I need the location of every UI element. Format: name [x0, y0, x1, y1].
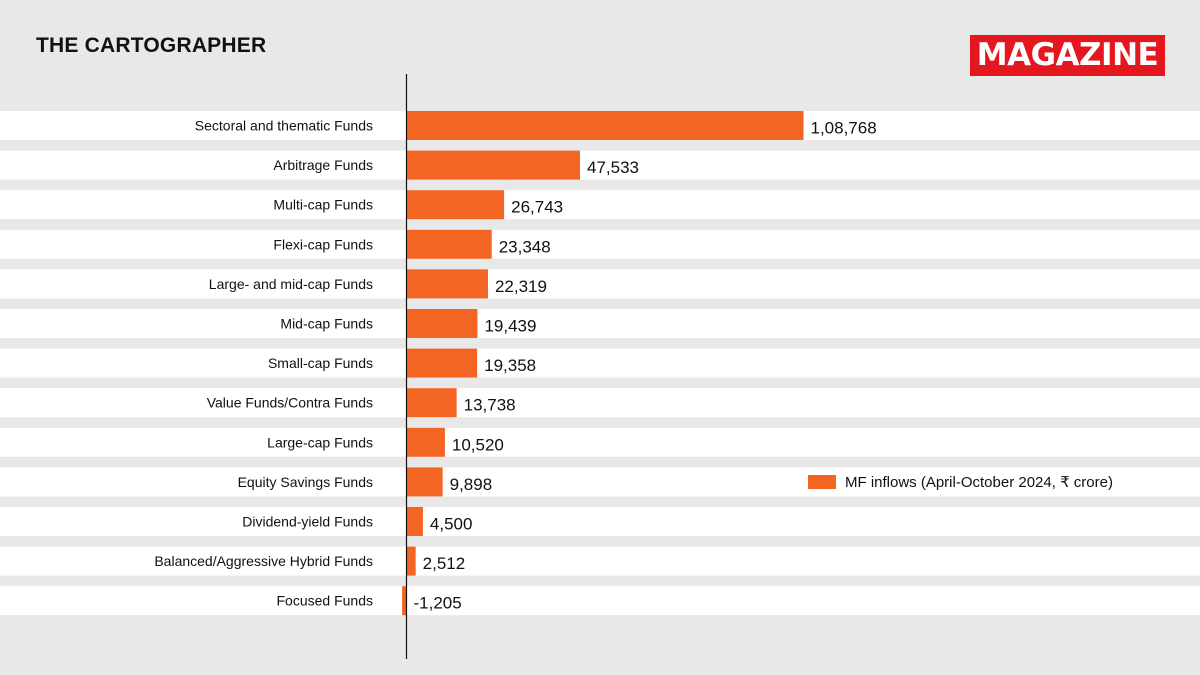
legend-swatch [808, 475, 836, 489]
row-stripe [0, 546, 1200, 576]
value-label: 13,738 [464, 396, 516, 415]
category-label: Focused Funds [277, 593, 374, 609]
value-label: -1,205 [414, 594, 462, 613]
value-label: 26,743 [511, 198, 563, 217]
category-label: Flexi-cap Funds [273, 236, 373, 252]
bar [406, 467, 443, 497]
value-label: 19,358 [484, 356, 536, 375]
bar [406, 507, 423, 536]
value-label: 22,319 [495, 277, 547, 296]
category-label: Arbitrage Funds [273, 157, 373, 173]
row-stripe [0, 427, 1200, 457]
row-stripe [0, 388, 1200, 418]
category-label: Balanced/Aggressive Hybrid Funds [154, 553, 373, 569]
row-stripe [0, 467, 1200, 497]
category-label: Equity Savings Funds [238, 474, 373, 490]
row-stripe [0, 586, 1200, 616]
row-stripe [0, 269, 1200, 299]
row-stripe [0, 348, 1200, 378]
header-title: THE CARTOGRAPHER [36, 34, 267, 57]
value-label: 10,520 [452, 435, 504, 454]
bar [406, 190, 505, 220]
bar [402, 586, 407, 616]
row-stripe [0, 150, 1200, 180]
bar [406, 269, 488, 299]
row-stripe [0, 309, 1200, 338]
bar [406, 427, 445, 457]
category-label: Value Funds/Contra Funds [207, 395, 373, 411]
row-stripe [0, 190, 1200, 220]
category-label: Small-cap Funds [268, 355, 373, 371]
row-stripe [0, 229, 1200, 259]
value-label: 4,500 [430, 515, 473, 534]
category-label: Mid-cap Funds [280, 316, 373, 332]
row-stripe [0, 507, 1200, 536]
bar [406, 229, 492, 259]
bar [406, 309, 478, 338]
legend-label: MF inflows (April-October 2024, ₹ crore) [845, 474, 1113, 491]
category-label: Large- and mid-cap Funds [209, 276, 373, 292]
category-label: Multi-cap Funds [273, 197, 373, 213]
category-label: Sectoral and thematic Funds [195, 118, 373, 134]
category-label: Large-cap Funds [267, 434, 373, 450]
value-label: 23,348 [499, 237, 551, 256]
bar [406, 111, 804, 140]
bar [406, 388, 457, 418]
bar [406, 348, 478, 378]
category-label: Dividend-yield Funds [242, 514, 373, 530]
value-label: 1,08,768 [811, 119, 877, 138]
value-label: 47,533 [587, 158, 639, 177]
value-label: 9,898 [450, 475, 493, 494]
value-label: 19,439 [484, 317, 536, 336]
bar [406, 546, 416, 576]
value-label: 2,512 [423, 554, 466, 573]
bar [406, 150, 580, 180]
magazine-badge: MAGAZINE [970, 35, 1165, 76]
